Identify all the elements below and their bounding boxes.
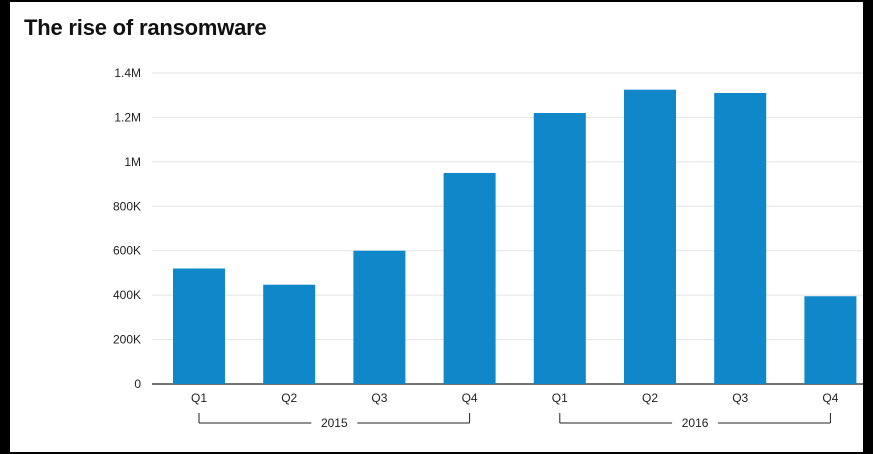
year-group-label: 2016 — [682, 416, 709, 430]
y-tick-label: 800K — [113, 199, 141, 213]
year-group-label: 2015 — [321, 416, 348, 430]
bar — [443, 172, 496, 384]
bar — [353, 250, 406, 384]
x-tick-label: Q3 — [732, 391, 748, 405]
y-tick-label: 400K — [113, 288, 141, 302]
x-tick-label: Q2 — [642, 391, 658, 405]
bars — [173, 89, 857, 385]
year-group: 2016 — [559, 413, 831, 430]
y-tick-label: 1.2M — [114, 110, 141, 124]
x-tick-label: Q1 — [552, 391, 568, 405]
y-axis-ticks: 0 200K 400K 600K 800K 1M 1.2M 1.4M — [113, 66, 141, 391]
chart-panel: The rise of ransomware 0 200K 400K 600K 800K… — [10, 2, 863, 452]
bar — [624, 89, 676, 385]
bar — [714, 92, 767, 384]
year-group: 2015 — [198, 413, 471, 430]
x-axis-ticks: Q1 Q2 Q3 Q4 Q1 Q2 Q3 Q4 — [191, 391, 839, 405]
y-tick-label: 1M — [124, 155, 141, 169]
bar — [173, 268, 225, 384]
x-tick-label: Q3 — [371, 391, 387, 405]
y-tick-label: 0 — [134, 377, 141, 391]
x-tick-label: Q2 — [281, 391, 297, 405]
y-tick-label: 200K — [113, 333, 141, 347]
y-tick-label: 600K — [113, 244, 141, 258]
bar — [533, 112, 586, 384]
x-tick-label: Q4 — [822, 391, 838, 405]
bar — [263, 284, 316, 384]
y-tick-label: 1.4M — [114, 66, 141, 80]
year-groups: 2015 2016 — [198, 413, 831, 430]
x-tick-label: Q4 — [462, 391, 478, 405]
x-tick-label: Q1 — [191, 391, 207, 405]
bar-chart: 0 200K 400K 600K 800K 1M 1.2M 1.4M Q1 Q2 Q3 Q4 Q1 Q2… — [113, 66, 863, 430]
chart-title: The rise of ransomware — [24, 15, 267, 40]
bar — [804, 296, 857, 384]
